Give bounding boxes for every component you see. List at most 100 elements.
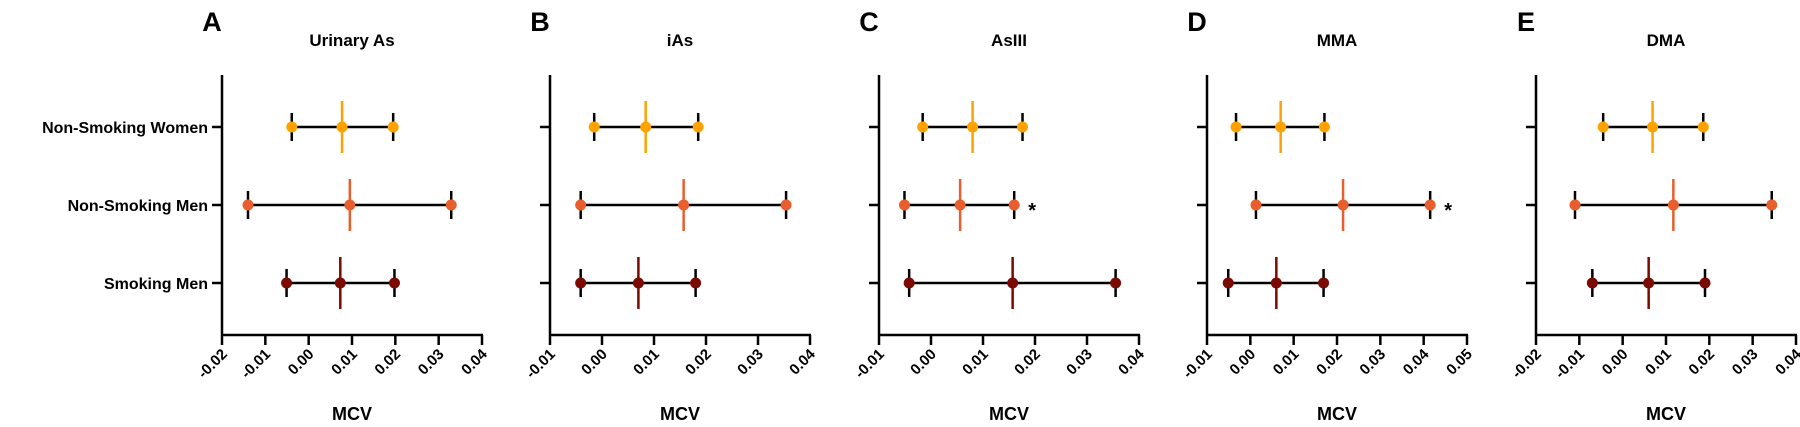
- x-tick-label: 0.04: [1400, 345, 1433, 378]
- x-tick-label: 0.04: [1772, 345, 1800, 378]
- estimate-smoking-men: [1586, 257, 1711, 309]
- x-tick-label: 0.01: [630, 346, 663, 379]
- x-tick-label: 0.04: [458, 345, 491, 378]
- ci-high-point: [1424, 199, 1436, 211]
- panel-title: AsIII: [991, 31, 1027, 50]
- estimate-non-smoking-women: [286, 101, 399, 153]
- estimate-non-smoking-men: [242, 179, 457, 231]
- ci-low-point: [903, 277, 915, 289]
- ci-high-point: [445, 199, 457, 211]
- x-tick-label: 0.00: [1599, 346, 1632, 379]
- ci-low-point: [286, 121, 298, 133]
- mean-point: [1337, 199, 1349, 211]
- ci-low-point: [1597, 121, 1609, 133]
- x-axis-label: MCV: [332, 404, 372, 424]
- panel-c: C AsIII -0.01 0.00 0.01 0.02 0.03 0.04 MCV *: [852, 7, 1149, 424]
- estimate-non-smoking-women: [588, 101, 704, 153]
- mean-point: [632, 277, 644, 289]
- panel-d: D MMA -0.01 0.00 0.01 0.02 0.03 0.04 0.05 MCV *: [1180, 7, 1476, 424]
- panel-letter: C: [859, 7, 879, 37]
- ci-high-point: [1697, 121, 1709, 133]
- x-tick-label: 0.02: [1011, 346, 1044, 379]
- x-axis-label: MCV: [1317, 404, 1357, 424]
- estimate-non-smoking-men: [1569, 179, 1778, 231]
- mean-point: [678, 199, 690, 211]
- ci-high-point: [1110, 277, 1122, 289]
- x-tick-label: -0.01: [852, 346, 888, 382]
- x-tick-label: 0.03: [415, 346, 448, 379]
- x-tick-label: 0.03: [734, 346, 767, 379]
- mean-point: [1643, 277, 1655, 289]
- ci-high-point: [1699, 277, 1711, 289]
- mean-point: [1270, 277, 1282, 289]
- x-axis-label: MCV: [989, 404, 1029, 424]
- x-tick-label: 0.03: [1356, 346, 1389, 379]
- ci-low-point: [1222, 277, 1234, 289]
- x-tick-label: 0.00: [907, 346, 940, 379]
- mean-point: [1647, 121, 1659, 133]
- estimate-non-smoking-men: *: [898, 179, 1036, 231]
- x-tick-label: 0.04: [786, 345, 819, 378]
- estimate-smoking-men: [281, 257, 400, 309]
- x-tick-label: 0.02: [371, 346, 404, 379]
- x-tick-label: 0.01: [328, 346, 361, 379]
- x-tick-label: 0.02: [682, 346, 715, 379]
- panel-letter: D: [1187, 7, 1207, 37]
- x-tick-label: 0.01: [1642, 346, 1675, 379]
- x-tick-label: 0.04: [1115, 345, 1148, 378]
- ci-low-point: [1230, 121, 1242, 133]
- estimate-non-smoking-women: [917, 101, 1029, 153]
- panel-a: A Urinary As -0.02 -0.01 0.00 0.01 0.02 0.03 0.0…: [42, 7, 491, 424]
- panel-letter: E: [1517, 7, 1535, 37]
- x-tick-label: 0.00: [578, 346, 611, 379]
- ci-high-point: [387, 121, 399, 133]
- x-tick-label: 0.01: [959, 346, 992, 379]
- mean-point: [1275, 121, 1287, 133]
- y-tick-label: Non-Smoking Men: [68, 198, 208, 215]
- mean-point: [967, 121, 979, 133]
- x-tick-label: 0.02: [1685, 346, 1718, 379]
- x-tick-label: 0.00: [1226, 346, 1259, 379]
- ci-low-point: [281, 277, 293, 289]
- panel-letter: A: [202, 7, 222, 37]
- panel-title: Urinary As: [309, 31, 394, 50]
- x-tick-label: -0.02: [1509, 346, 1545, 382]
- x-axis-label: MCV: [1646, 404, 1686, 424]
- panel-e: E DMA -0.02 -0.01 0.00 0.01 0.02 0.03 0.04 MCV: [1509, 7, 1800, 424]
- panel-letter: B: [530, 7, 550, 37]
- ci-high-point: [1318, 121, 1330, 133]
- mean-point: [334, 277, 346, 289]
- ci-high-point: [780, 199, 792, 211]
- x-tick-label: 0.01: [1270, 346, 1303, 379]
- ci-low-point: [1250, 199, 1262, 211]
- y-tick-label: Non-Smoking Women: [42, 120, 208, 137]
- x-tick-label: 0.02: [1313, 346, 1346, 379]
- x-tick-label: 0.03: [1063, 346, 1096, 379]
- ci-high-point: [1017, 121, 1029, 133]
- mean-point: [1007, 277, 1019, 289]
- ci-low-point: [898, 199, 910, 211]
- estimate-non-smoking-men: *: [1250, 179, 1452, 231]
- panel-title: DMA: [1647, 31, 1686, 50]
- mean-point: [954, 199, 966, 211]
- x-tick-label: -0.01: [1180, 346, 1216, 382]
- estimate-non-smoking-women: [1230, 101, 1330, 153]
- ci-high-point: [692, 121, 704, 133]
- mean-point: [640, 121, 652, 133]
- ci-low-point: [242, 199, 254, 211]
- significance-marker: *: [1444, 200, 1452, 222]
- x-tick-label: -0.02: [195, 346, 231, 382]
- mean-point: [336, 121, 348, 133]
- y-tick-label: Smoking Men: [104, 276, 208, 293]
- estimate-smoking-men: [903, 257, 1122, 309]
- mean-point: [1667, 199, 1679, 211]
- x-tick-label: -0.01: [523, 346, 559, 382]
- x-tick-label: -0.01: [238, 346, 274, 382]
- x-tick-label: 0.05: [1443, 346, 1476, 379]
- mean-point: [344, 199, 356, 211]
- ci-low-point: [1569, 199, 1581, 211]
- x-tick-label: 0.03: [1729, 346, 1762, 379]
- ci-low-point: [575, 277, 587, 289]
- ci-high-point: [690, 277, 702, 289]
